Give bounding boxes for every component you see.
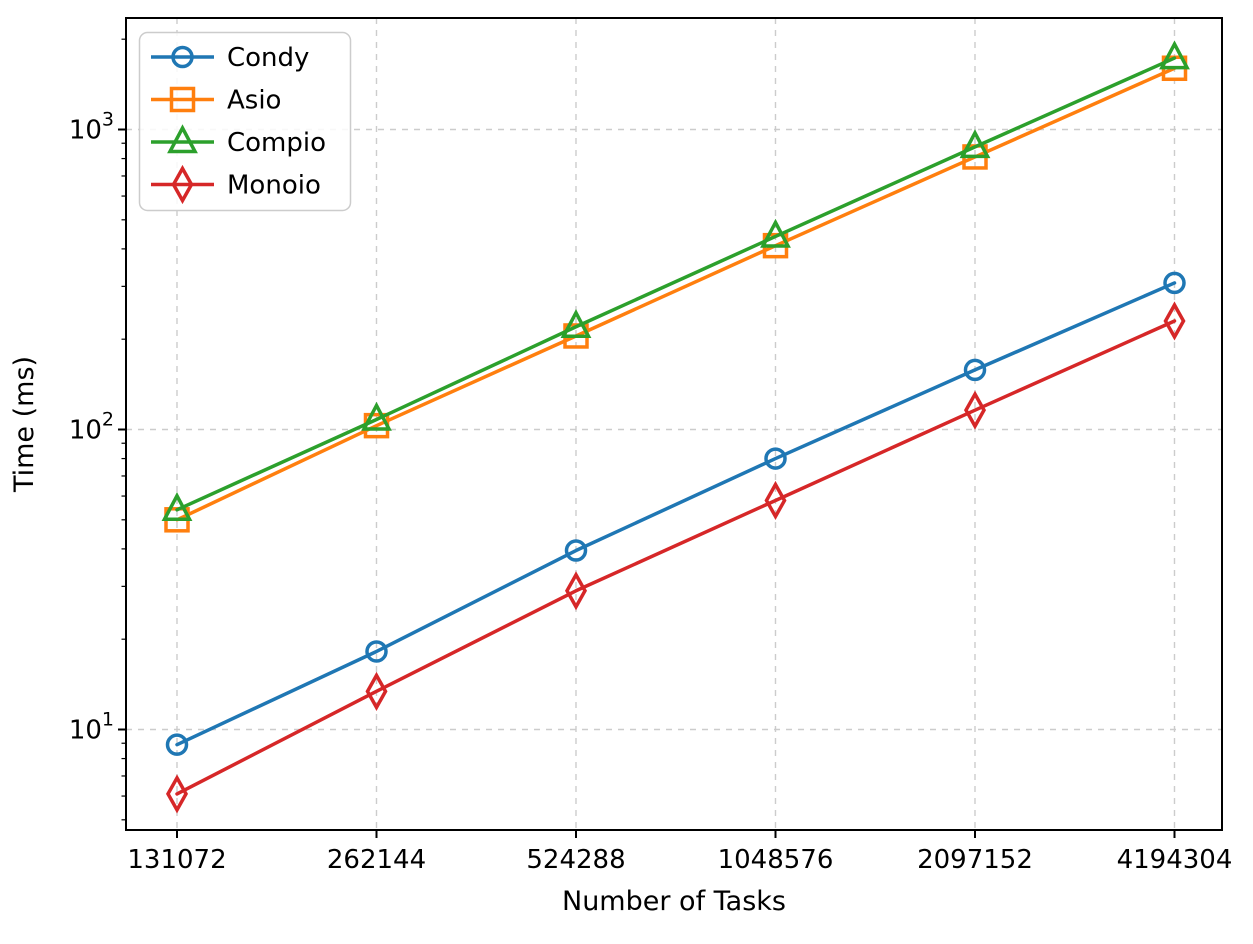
axes: 131072 262144 524288 1048576 2097152 4194304 1… — [69, 17, 1233, 875]
marker-diamond — [764, 480, 787, 521]
marker-triangle — [760, 218, 791, 248]
x-tick-label: 262144 — [327, 845, 426, 875]
marker-circle — [365, 640, 388, 663]
legend-item-condy: Condy — [151, 43, 309, 73]
legend-item-compio: Compio — [151, 124, 326, 158]
series-line-monoio — [175, 319, 1177, 796]
series-monoio — [165, 301, 1186, 814]
y-tick-label: 102 — [69, 409, 114, 446]
series-compio — [161, 40, 1190, 522]
marker-circle — [165, 733, 189, 756]
x-tick-label: 4194304 — [1117, 845, 1233, 875]
marker-diamond — [171, 164, 194, 205]
marker-square — [169, 86, 196, 113]
legend-item-asio: Asio — [151, 86, 281, 116]
marker-triangle — [560, 309, 592, 339]
x-tick-label: 2097152 — [917, 845, 1033, 875]
marker-circle — [764, 447, 787, 470]
series-condy — [165, 271, 1186, 756]
series-line-compio — [175, 56, 1177, 512]
x-tick-label: 524288 — [526, 845, 625, 875]
marker-circle — [171, 45, 194, 69]
marker-circle — [963, 358, 987, 382]
series-line-condy — [175, 281, 1177, 747]
marker-triangle — [1159, 40, 1190, 70]
x-axis-title: Number of Tasks — [562, 886, 786, 917]
marker-diamond — [963, 390, 987, 430]
legend-box — [138, 31, 352, 212]
marker-circle — [1163, 271, 1186, 295]
plot-spines — [125, 17, 1223, 831]
marker-diamond — [564, 571, 588, 611]
marker-triangle — [167, 124, 198, 154]
legend-label: Monoio — [227, 171, 321, 201]
marker-diamond — [1163, 301, 1186, 341]
x-tick-label: 1048576 — [718, 845, 834, 875]
y-tick-label: 101 — [69, 709, 114, 746]
legend-label: Compio — [227, 128, 326, 158]
y-axis-title: Time (ms) — [9, 356, 40, 493]
marker-diamond — [365, 671, 388, 711]
marker-triangle — [959, 129, 991, 159]
y-tick-label: 103 — [69, 109, 114, 146]
legend-label: Asio — [227, 86, 281, 116]
marker-triangle — [361, 401, 392, 431]
legend-item-monoio: Monoio — [151, 164, 321, 205]
marker-triangle — [161, 492, 193, 522]
legend: Condy Asio Compio Monoio — [138, 31, 352, 212]
x-tick-label: 131072 — [127, 845, 226, 875]
marker-diamond — [165, 774, 189, 814]
legend-label: Condy — [227, 43, 309, 73]
series-line-asio — [175, 66, 1177, 522]
marker-circle — [564, 539, 588, 562]
